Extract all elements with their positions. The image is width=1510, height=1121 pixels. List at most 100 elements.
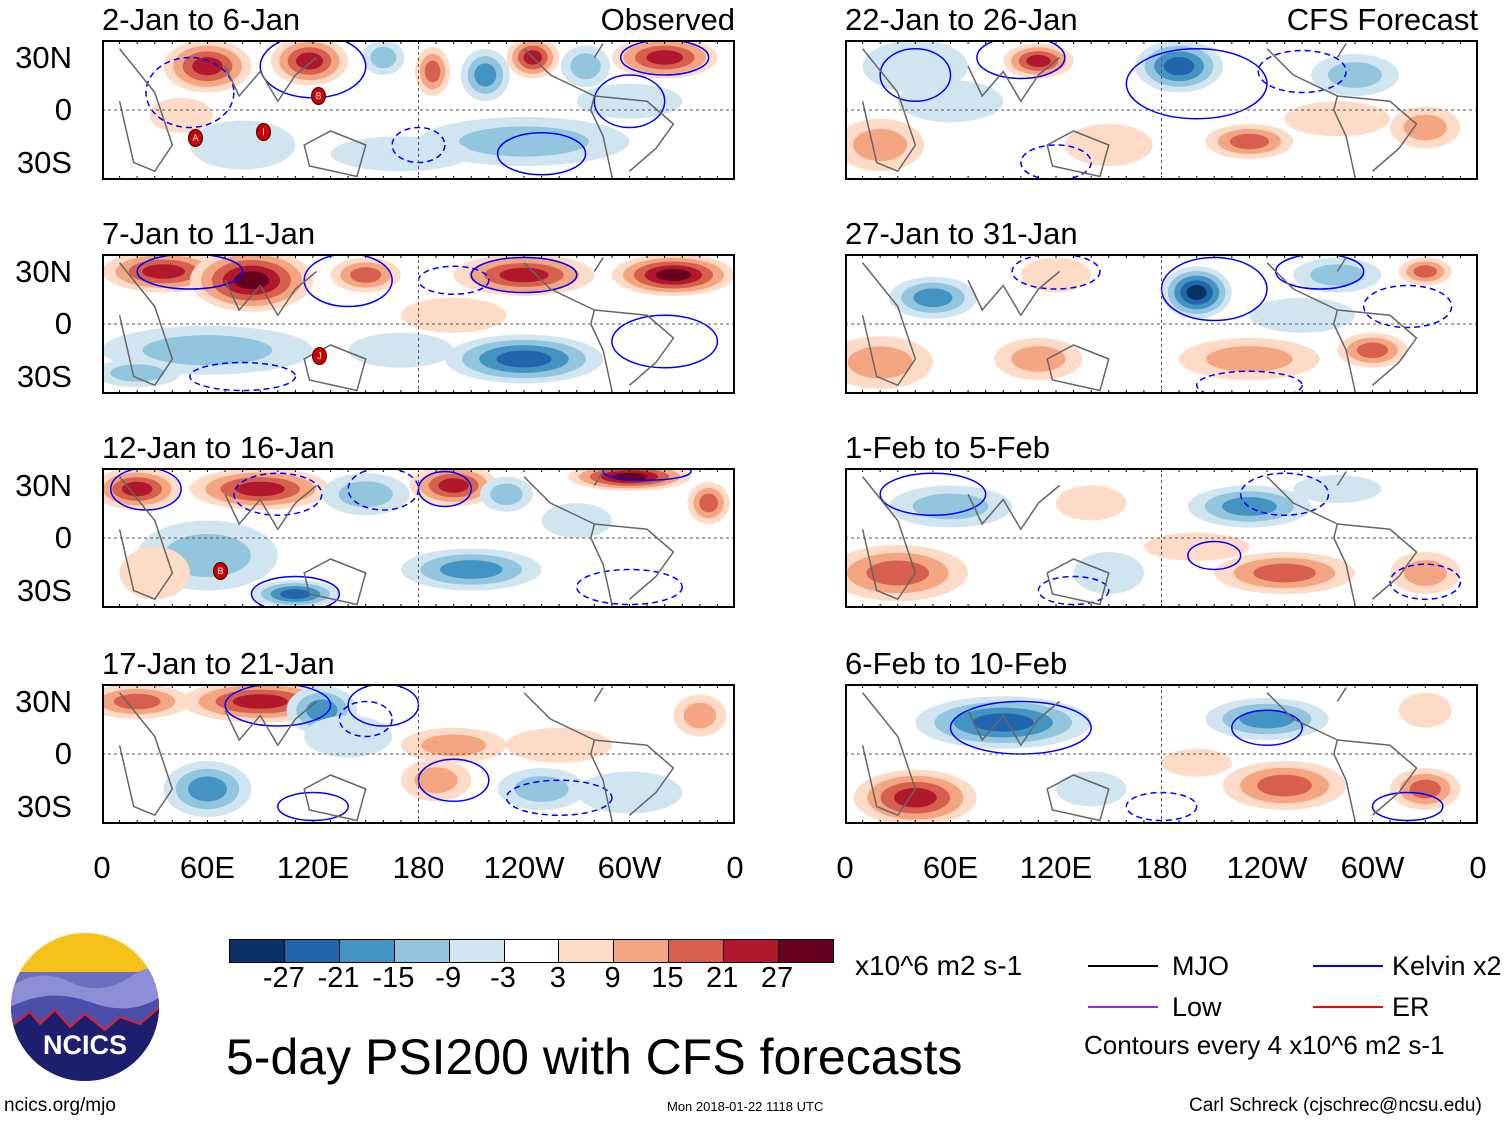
colorbar-swatch: [393, 940, 449, 962]
anomaly-contour-fill: [683, 702, 717, 729]
anomaly-contour-fill: [514, 776, 569, 802]
anomaly-contour-fill: [1206, 346, 1293, 372]
anomaly-contour-fill: [913, 288, 953, 308]
lon-label: 0: [726, 850, 744, 885]
anomaly-contour-fill: [862, 40, 969, 93]
panel-title: 6-Feb to 10-Feb: [845, 646, 1068, 681]
anomaly-contour-fill: [350, 267, 382, 283]
colorbar-swatch: [448, 940, 504, 962]
coastline: [118, 687, 675, 822]
panel-tag: Observed: [600, 2, 735, 37]
anomaly-contour-fill: [897, 80, 1004, 123]
kelvin-contour: [1362, 284, 1453, 329]
anomaly-contour-fill: [655, 269, 692, 281]
panel-title: 22-Jan to 26-Jan: [845, 2, 1078, 37]
colorbar-swatch: [283, 940, 339, 962]
kelvin-contour: [505, 779, 613, 816]
anomaly-contour-fill: [400, 297, 507, 333]
legend-mjo-label: MJO: [1172, 951, 1229, 981]
anomaly-contour-fill: [1249, 297, 1355, 333]
kelvin-contour: [576, 568, 683, 606]
kelvin-contour: [976, 40, 1066, 80]
lat-label: 30S: [16, 573, 72, 608]
anomaly-contour-fill: [1310, 264, 1365, 286]
anomaly-contour-fill: [280, 589, 311, 599]
lat-label: 30N: [15, 468, 72, 503]
footer-author: Carl Schreck (cjschrec@ncsu.edu): [1189, 1095, 1482, 1116]
panel-title: 7-Jan to 11-Jan: [102, 216, 316, 251]
lon-label: 180: [1135, 850, 1188, 885]
storm-marker: I: [256, 123, 271, 141]
panel-frame: [102, 684, 735, 824]
lon-label: 60E: [179, 850, 236, 885]
kelvin-contour: [1257, 49, 1347, 94]
anomaly-contour-fill: [1056, 485, 1127, 521]
anomaly-map: [845, 40, 1478, 180]
kelvin-contour: [1389, 563, 1462, 600]
legend-low-line: [1088, 1006, 1158, 1008]
coastline: [861, 257, 1418, 392]
anomaly-contour-fill: [414, 767, 458, 794]
kelvin-contour: [1239, 472, 1330, 516]
lat-label: 0: [54, 306, 72, 341]
coastline: [118, 43, 675, 178]
anomaly-contour-fill: [1253, 563, 1316, 583]
anomaly-map: [845, 684, 1478, 824]
anomaly-map: [102, 468, 735, 608]
anomaly-contour-fill: [1011, 346, 1066, 372]
colorbar-tick-label: 9: [604, 962, 621, 994]
anomaly-contour-fill: [330, 136, 472, 172]
ncics-logo: NCICS: [11, 933, 159, 1081]
lon-label: 180: [392, 850, 445, 885]
anomaly-contour-fill: [1293, 475, 1382, 503]
anomaly-contour-fill: [192, 57, 223, 76]
anomaly-contour-fill: [490, 483, 523, 506]
anomaly-contour-fill: [459, 126, 589, 157]
lat-label: 0: [54, 736, 72, 771]
figure-title: 5-day PSI200 with CFS forecasts: [226, 1029, 963, 1085]
anomaly-contour-fill: [847, 346, 913, 379]
panel-title: 12-Jan to 16-Jan: [102, 430, 335, 465]
colorbar-swatch: [668, 940, 724, 962]
anomaly-contour-fill: [1186, 285, 1207, 300]
colorbar-tick-label: -21: [317, 962, 360, 994]
colorbar-tick-label: -3: [490, 962, 516, 994]
anomaly-contour-fill: [1257, 774, 1312, 797]
kelvin-contour: [1020, 144, 1092, 180]
anomaly-contour-fill: [438, 478, 469, 493]
anomaly-map: [845, 254, 1478, 394]
anomaly-contour-fill: [1413, 265, 1437, 278]
kelvin-contour: [303, 254, 393, 308]
legend-kelvin-line: [1313, 965, 1383, 967]
anomaly-contour-fill: [121, 481, 153, 497]
kelvin-contour: [1011, 254, 1101, 290]
anomaly-contour-fill: [1222, 497, 1277, 516]
anomaly-contour-fill: [142, 264, 185, 279]
anomaly-contour-fill: [866, 560, 930, 586]
panel-frame: [845, 468, 1478, 608]
anomaly-contour-fill: [570, 53, 601, 80]
lat-label: 30S: [16, 789, 72, 824]
anomaly-contour-fill: [187, 776, 228, 802]
panel-frame: [845, 40, 1478, 180]
storm-marker: A: [188, 129, 203, 147]
panel-frame: [102, 40, 735, 180]
anomaly-contour-fill: [1026, 54, 1051, 68]
lon-label: 120W: [1226, 850, 1308, 885]
anomaly-contour-fill: [1239, 709, 1295, 729]
lon-label: 120E: [276, 850, 350, 885]
anomaly-contour-fill: [912, 493, 989, 520]
legend-er-line: [1313, 1006, 1383, 1008]
coastline: [861, 687, 1418, 822]
kelvin-contour: [136, 254, 244, 290]
lat-label: 30N: [15, 40, 72, 75]
lon-label: 0: [93, 850, 111, 885]
storm-marker: B: [311, 87, 326, 105]
kelvin-contour: [1195, 370, 1303, 394]
panel-title: 27-Jan to 31-Jan: [845, 216, 1078, 251]
kelvin-contour: [224, 684, 332, 727]
kelvin-contour: [619, 40, 710, 76]
lon-label: 0: [1469, 850, 1487, 885]
kelvin-contour: [496, 132, 587, 176]
kelvin-contour: [189, 361, 297, 392]
